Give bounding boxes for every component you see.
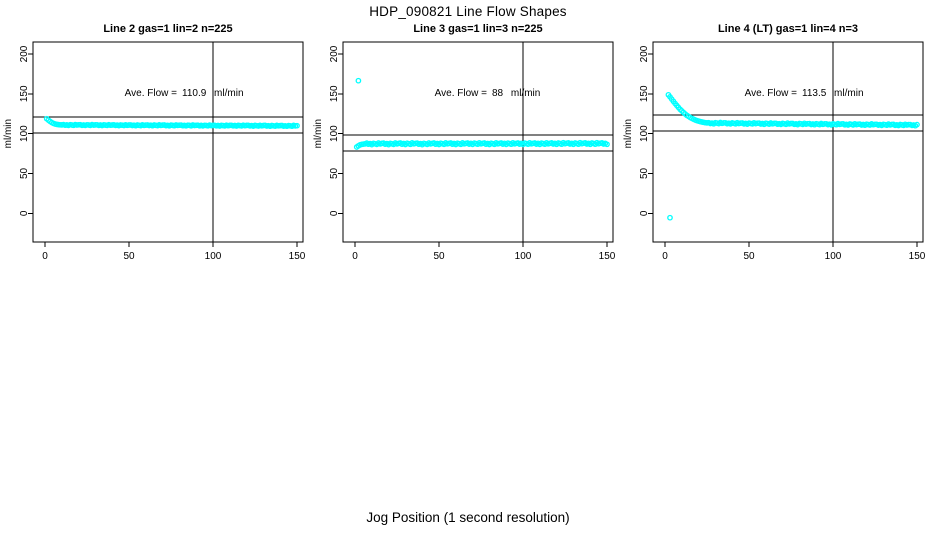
x-tick-label: 50 (123, 251, 135, 262)
data-point (914, 121, 920, 128)
y-tick-label: 150 (19, 85, 30, 102)
x-tick-label: 100 (205, 251, 222, 262)
x-tick-label: 100 (515, 251, 532, 262)
data-point (667, 214, 673, 221)
data-point (294, 122, 300, 129)
y-tick-label: 0 (329, 210, 340, 216)
y-tick-label: 0 (639, 210, 650, 216)
y-tick-label: 50 (329, 167, 340, 179)
ave-flow-value: 88 ml/min (492, 88, 540, 99)
ave-flow-label: Ave. Flow = (435, 88, 487, 99)
x-tick-label: 0 (352, 251, 358, 262)
plot-box (652, 41, 924, 243)
y-tick-label: 200 (639, 45, 650, 62)
panel-line4-plot: 0 50 100 150 0 50 100 150 200 ml/min Ave. Flow = 11… (623, 41, 926, 262)
panel-line4: Line 4 (LT) gas=1 lin=4 n=3 0 50 100 150 0 50… (620, 0, 930, 285)
plot-box (342, 41, 614, 243)
y-tick-label: 100 (329, 125, 340, 142)
y-tick-label: 200 (329, 45, 340, 62)
main-title: HDP_090821 Line Flow Shapes (369, 4, 567, 19)
y-tick-label: 200 (19, 45, 30, 62)
y-tick-label: 50 (639, 167, 650, 179)
ave-flow-value: 110.9 ml/min (182, 88, 244, 99)
panel-line2-plot: 0 50 100 150 0 50 100 150 200 ml/min Ave. Flow = 11… (3, 41, 306, 262)
panel-line3: Line 3 gas=1 lin=3 n=225 0 50 100 150 0 50 100… (310, 0, 620, 285)
plot-box (32, 41, 304, 243)
x-tick-label: 0 (662, 251, 668, 262)
panel-line3-plot: 0 50 100 150 0 50 100 150 200 ml/min Ave. Flow = 88… (313, 41, 616, 262)
ave-flow-label: Ave. Flow = (745, 88, 797, 99)
panel-line4-title: Line 4 (LT) gas=1 lin=4 n=3 (717, 23, 859, 35)
y-tick-label: 50 (19, 167, 30, 179)
x-tick-label: 150 (599, 251, 616, 262)
y-axis-label: ml/min (313, 119, 324, 148)
y-tick-label: 150 (639, 85, 650, 102)
y-tick-label: 0 (19, 210, 30, 216)
x-tick-label: 150 (909, 251, 926, 262)
x-axis-title: Jog Position (1 second resolution) (366, 510, 570, 525)
y-tick-label: 100 (19, 125, 30, 142)
x-tick-label: 50 (743, 251, 755, 262)
x-tick-label: 50 (433, 251, 445, 262)
y-tick-label: 150 (329, 85, 340, 102)
x-tick-label: 150 (289, 251, 306, 262)
panel-line2: Line 2 gas=1 lin=2 n=225 0 50 100 150 0 50 100… (0, 0, 310, 285)
panel-line3-title: Line 3 gas=1 lin=3 n=225 (413, 23, 543, 35)
y-tick-label: 100 (639, 125, 650, 142)
ave-flow-value: 113.5 ml/min (802, 88, 864, 99)
y-axis-label: ml/min (623, 119, 634, 148)
y-axis-label: ml/min (3, 119, 14, 148)
panel-line2-title: Line 2 gas=1 lin=2 n=225 (103, 23, 233, 35)
data-point (604, 141, 610, 148)
ave-flow-label: Ave. Flow = (125, 88, 177, 99)
x-tick-label: 0 (42, 251, 48, 262)
data-point (355, 77, 362, 84)
x-tick-label: 100 (825, 251, 842, 262)
